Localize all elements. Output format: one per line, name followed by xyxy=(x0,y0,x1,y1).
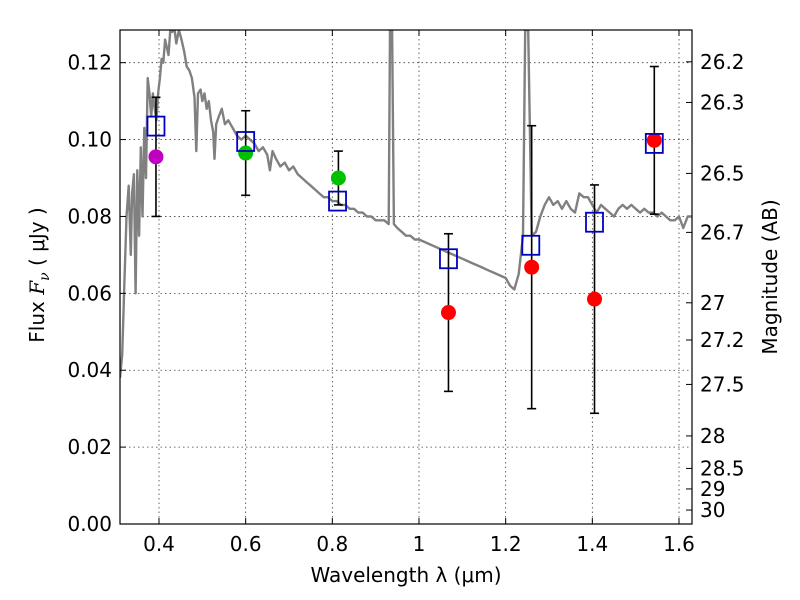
model-photometry-square xyxy=(644,133,664,154)
observed-flux-point xyxy=(587,291,602,307)
magnitude-tick-label: 29 xyxy=(700,477,725,501)
y-tick-label: 0.12 xyxy=(67,51,112,75)
model-spectrum-layer xyxy=(120,30,692,379)
magnitude-tick-label: 27.5 xyxy=(700,372,745,396)
magnitude-tick-label: 28 xyxy=(700,424,725,448)
x-tick-label: 1.4 xyxy=(576,532,608,556)
observed-flux-point xyxy=(646,132,662,148)
plot-frame xyxy=(119,29,693,525)
y-tick-label: 0.08 xyxy=(67,204,112,228)
x-tick-label: 0.6 xyxy=(230,532,262,556)
magnitude-tick-label: 26.5 xyxy=(700,161,745,185)
model-photometry-layer xyxy=(146,115,664,270)
magnitude-tick-label: 26.2 xyxy=(700,50,745,74)
observed-flux-point xyxy=(148,149,164,165)
model-photometry-square xyxy=(521,234,541,256)
y-tick-label: 0.00 xyxy=(67,512,112,536)
y-tick-label: 0.10 xyxy=(67,128,112,152)
x-tick-label: 1.6 xyxy=(663,532,695,556)
x-tick-label: 0.4 xyxy=(143,532,175,556)
x-axis-title: Wavelength λ (μm) xyxy=(310,563,501,587)
y-tick-labels: 0.00 0.02 0.04 0.06 0.08 0.10 0.12 xyxy=(67,51,112,536)
model-photometry-square xyxy=(146,115,166,137)
y-axis-title: Flux Fν ( μJy ) xyxy=(25,207,53,342)
tick-marks xyxy=(120,30,692,525)
magnitude-tick-label: 26.3 xyxy=(700,90,745,114)
y-tick-label: 0.04 xyxy=(67,358,112,382)
x-tick-labels: 0.4 0.6 0.8 1 1.2 1.4 1.6 xyxy=(143,532,695,556)
model-photometry-square xyxy=(328,190,347,212)
model-photometry-square xyxy=(585,211,604,233)
x-tick-label: 0.8 xyxy=(316,532,348,556)
y-tick-label: 0.02 xyxy=(67,435,112,459)
y-axis-title-suffix: ( μJy ) xyxy=(25,207,49,272)
observed-points-layer xyxy=(148,132,662,321)
magnitude-tick-label: 27 xyxy=(700,291,725,315)
y2-axis-title: Magnitude (AB) xyxy=(758,199,782,354)
y-axis-title-symbol: F xyxy=(25,280,49,296)
errorbar-layer xyxy=(151,65,659,415)
magnitude-tick-label: 27.2 xyxy=(700,328,745,352)
y-axis-title-subscript: ν xyxy=(37,272,53,281)
magnitude-tick-label: 30 xyxy=(700,498,725,522)
observed-flux-point xyxy=(440,305,456,321)
model-spectrum-line xyxy=(120,30,692,379)
observed-flux-point xyxy=(238,145,254,161)
x-tick-label: 1.2 xyxy=(490,532,522,556)
model-photometry-square xyxy=(236,131,256,152)
magnitude-tick-label: 28.5 xyxy=(700,456,745,480)
x-tick-label: 1 xyxy=(413,532,426,556)
observed-flux-point xyxy=(524,259,540,275)
observed-flux-point xyxy=(330,170,346,186)
y-axis-title-prefix: Flux xyxy=(25,295,49,343)
magnitude-tick-label: 26.7 xyxy=(700,220,745,244)
y-tick-label: 0.06 xyxy=(67,281,112,305)
model-photometry-square xyxy=(439,248,458,270)
